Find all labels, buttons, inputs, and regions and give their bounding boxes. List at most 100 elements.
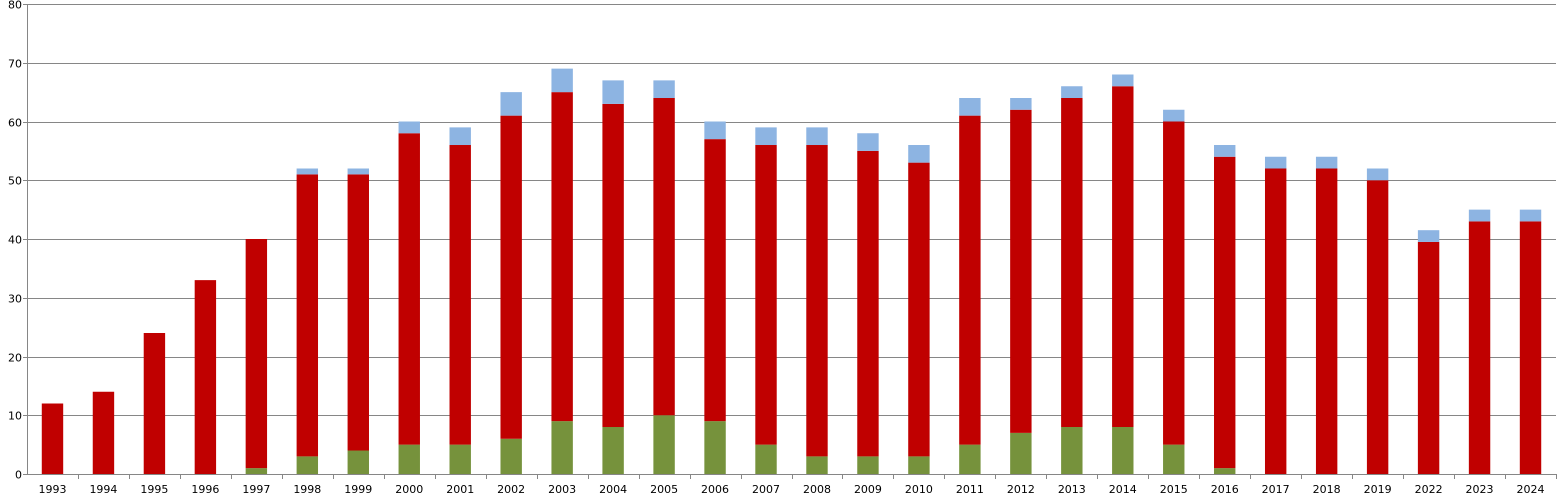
bar-segment-series-3 (449, 127, 471, 146)
bar-segment-series-2 (1010, 109, 1032, 433)
bar-segment-series-3 (857, 133, 879, 151)
bar-segment-series-2 (857, 150, 879, 457)
bar-segment-series-1 (398, 444, 420, 475)
bar-segment-series-1 (908, 456, 930, 475)
bar-segment-series-2 (92, 391, 115, 474)
x-tick-label: 2010 (905, 483, 933, 496)
bar-segment-series-1 (347, 450, 369, 474)
bar-segment-series-3 (296, 168, 319, 175)
tick-labels: 0 10 20 30 40 50 60 70 80 1993 1994 1995 1996 1997 199… (8, 0, 1545, 496)
bar-segment-series-2 (755, 145, 777, 445)
bar-segment-series-3 (959, 98, 981, 116)
bar-segment-series-2 (806, 145, 828, 457)
bar-segment-series-1 (296, 456, 319, 475)
bar-segment-series-2 (500, 115, 522, 439)
bar-segment-series-2 (1315, 168, 1338, 474)
x-tick-label: 1998 (293, 483, 321, 496)
bar-segment-series-1 (806, 456, 828, 475)
bar-segment-series-2 (1112, 86, 1134, 427)
bar-segment-series-2 (1519, 221, 1542, 475)
bar-segment-series-2 (347, 174, 369, 451)
y-tick-label: 80 (8, 0, 22, 12)
y-tick-label: 40 (8, 234, 22, 247)
x-tick-label: 2022 (1415, 483, 1443, 496)
bar-segment-series-2 (1061, 98, 1083, 427)
bar-segment-series-3 (1366, 168, 1389, 181)
bar-segment-series-1 (755, 444, 777, 475)
x-tick-label: 2008 (803, 483, 831, 496)
bar-segment-series-2 (41, 403, 64, 474)
x-tick-label: 2011 (956, 483, 984, 496)
bar-segment-series-3 (347, 168, 369, 175)
bar-segment-series-1 (551, 421, 573, 475)
bar-segment-series-1 (1163, 444, 1185, 475)
x-tick-label: 2013 (1058, 483, 1086, 496)
bar-segment-series-1 (449, 444, 471, 475)
bar-segment-series-1 (1010, 432, 1032, 475)
y-tick-label: 20 (8, 352, 22, 365)
y-tick-label: 70 (8, 58, 22, 71)
x-tick-label: 2014 (1109, 483, 1137, 496)
bar-segment-series-2 (143, 333, 166, 474)
bar-segment-series-3 (1061, 86, 1083, 98)
x-tick-label: 2019 (1364, 483, 1392, 496)
bar-segment-series-2 (1214, 156, 1236, 469)
bar-segment-series-3 (1163, 109, 1185, 122)
x-tick-label: 1993 (38, 483, 66, 496)
x-tick-label: 2000 (395, 483, 423, 496)
x-tick-label: 2004 (599, 483, 627, 496)
bar-segment-series-2 (602, 103, 624, 428)
x-tick-label: 2003 (548, 483, 576, 496)
bar-segment-series-3 (398, 121, 420, 134)
bar-segment-series-3 (1468, 209, 1491, 222)
x-tick-label: 1995 (140, 483, 168, 496)
bar-segment-series-2 (1366, 180, 1389, 474)
bar-segment-series-2 (959, 115, 981, 445)
bar-segment-series-3 (1315, 156, 1338, 169)
bar-segment-series-2 (398, 133, 420, 445)
x-tick-label: 2002 (497, 483, 525, 496)
x-tick-label: 2016 (1211, 483, 1239, 496)
bar-segment-series-3 (704, 121, 726, 140)
bar-segment-series-3 (551, 68, 573, 93)
x-tick-label: 2012 (1007, 483, 1035, 496)
bar-segment-series-3 (602, 80, 624, 104)
x-tick-label: 1996 (191, 483, 219, 496)
axes (23, 4, 1557, 479)
x-tick-label: 2023 (1466, 483, 1494, 496)
bar-segment-series-3 (806, 127, 828, 146)
bar-segment-series-1 (602, 427, 624, 474)
bar-segment-series-2 (194, 280, 217, 475)
bar-segment-series-3 (908, 145, 930, 163)
y-tick-label: 60 (8, 117, 22, 130)
y-tick-label: 30 (8, 293, 22, 306)
bar-segment-series-2 (1163, 121, 1185, 445)
bar-segment-series-3 (1417, 230, 1440, 242)
bar-segment-series-1 (500, 438, 522, 474)
bar-segment-series-3 (653, 80, 675, 99)
x-tick-label: 2024 (1517, 483, 1545, 496)
bar-segment-series-3 (1264, 156, 1287, 169)
bar-segment-series-2 (1417, 241, 1440, 474)
bar-segment-series-1 (245, 468, 268, 475)
bar-segment-series-1 (1214, 468, 1236, 475)
x-tick-label: 2001 (446, 483, 474, 496)
bar-segment-series-2 (653, 98, 675, 416)
x-tick-label: 2017 (1262, 483, 1290, 496)
bar-segment-series-1 (1061, 427, 1083, 474)
y-tick-label: 50 (8, 175, 22, 188)
x-tick-label: 2005 (650, 483, 678, 496)
bar-segment-series-3 (1519, 209, 1542, 222)
bar-segment-series-1 (704, 421, 726, 475)
bar-segment-series-1 (857, 456, 879, 475)
gridlines (27, 4, 1556, 475)
bar-segment-series-2 (551, 92, 573, 422)
bar-segment-series-2 (704, 139, 726, 422)
bar-segment-series-2 (449, 145, 471, 445)
x-tick-label: 2018 (1313, 483, 1341, 496)
bar-segment-series-3 (1214, 145, 1236, 157)
x-tick-label: 1999 (344, 483, 372, 496)
bars (41, 68, 1542, 475)
bar-segment-series-2 (908, 162, 930, 457)
